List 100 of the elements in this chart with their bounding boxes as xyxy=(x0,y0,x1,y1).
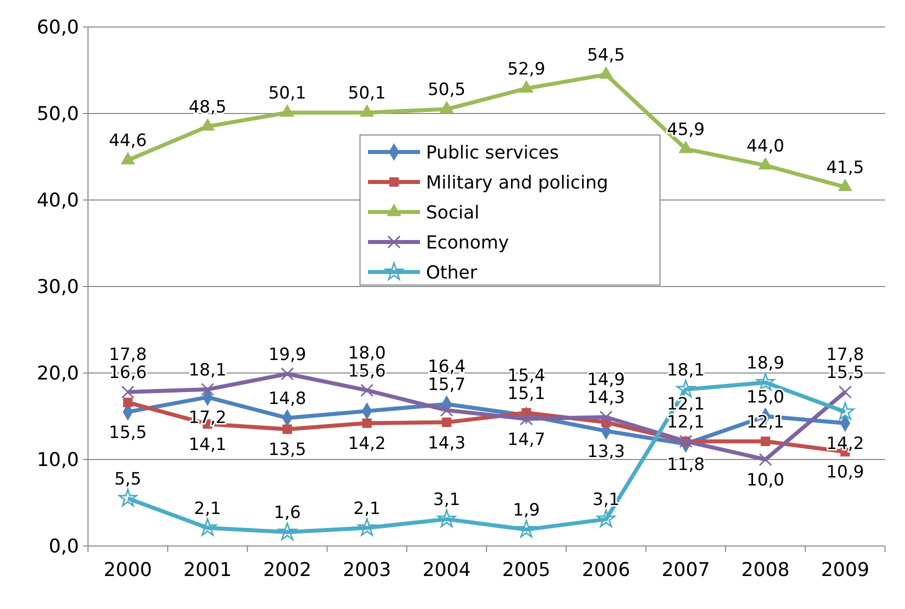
point xyxy=(282,424,292,434)
point xyxy=(360,104,374,117)
data-label: 18,1 xyxy=(188,360,226,380)
point xyxy=(519,80,534,93)
y-tick-label: 50,0 xyxy=(36,103,79,126)
data-label: 17,8 xyxy=(108,345,147,366)
x-tick-label: 2000 xyxy=(104,559,152,581)
point xyxy=(838,385,852,399)
x-tick-label: 2006 xyxy=(582,559,630,581)
x-tick-label: 2007 xyxy=(662,559,710,581)
data-label: 44,6 xyxy=(108,131,147,152)
point xyxy=(678,140,693,154)
data-label: 41,5 xyxy=(826,158,864,178)
data-label: 14,3 xyxy=(428,433,466,454)
x-tick-label: 2004 xyxy=(422,559,471,581)
point xyxy=(598,66,614,79)
point xyxy=(121,385,134,399)
data-label: 3,1 xyxy=(433,490,460,510)
data-label: 18,0 xyxy=(348,343,386,364)
data-label: 15,6 xyxy=(348,361,386,382)
point xyxy=(439,100,454,114)
data-label: 50,1 xyxy=(348,84,386,104)
x-tick-label: 2002 xyxy=(263,559,312,581)
x-tick-label: 2005 xyxy=(502,559,551,581)
data-label: 16,4 xyxy=(428,357,466,378)
data-label: 14,1 xyxy=(188,435,226,456)
point xyxy=(200,118,215,131)
data-label: 14,8 xyxy=(268,388,306,409)
y-tick-label: 30,0 xyxy=(36,276,79,298)
data-label: 18,1 xyxy=(666,360,705,380)
data-label: 11,8 xyxy=(666,454,705,475)
data-label: 54,5 xyxy=(587,46,625,66)
legend-label: Social xyxy=(426,202,480,224)
x-tick-label: 2008 xyxy=(741,559,790,581)
point xyxy=(280,104,294,117)
y-tick-label: 0,0 xyxy=(48,536,79,558)
data-label: 15,1 xyxy=(507,384,546,404)
point xyxy=(362,418,372,428)
data-label: 13,5 xyxy=(268,440,306,460)
data-label: 16,6 xyxy=(108,363,147,384)
x-tick-label: 2009 xyxy=(820,559,870,581)
data-label: 10,9 xyxy=(826,462,864,483)
data-label: 18,9 xyxy=(746,354,784,374)
y-tick-label: 20,0 xyxy=(36,362,79,385)
data-label: 45,9 xyxy=(666,120,705,140)
point xyxy=(118,488,138,506)
point xyxy=(760,436,770,446)
point xyxy=(200,382,214,396)
x-tick-label: 2001 xyxy=(183,559,232,581)
point xyxy=(280,367,294,380)
data-label: 15,7 xyxy=(428,375,466,396)
data-label: 5,5 xyxy=(114,469,142,490)
point xyxy=(599,410,613,424)
point xyxy=(442,418,452,428)
point xyxy=(758,157,773,170)
data-label: 52,9 xyxy=(507,59,546,80)
data-label: 1,9 xyxy=(512,500,540,521)
data-label: 15,5 xyxy=(108,422,147,443)
point xyxy=(517,520,536,538)
point xyxy=(838,178,852,192)
data-label: 50,5 xyxy=(428,80,466,100)
data-label: 14,2 xyxy=(348,434,386,454)
data-label: 14,3 xyxy=(587,388,625,408)
data-label: 2,1 xyxy=(353,498,380,519)
data-label: 15,5 xyxy=(826,363,864,384)
point xyxy=(358,518,376,536)
point xyxy=(596,509,616,528)
point xyxy=(360,384,374,397)
legend-label: Other xyxy=(426,262,478,284)
data-label: 17,8 xyxy=(826,345,864,366)
data-label: 2,1 xyxy=(194,498,222,519)
data-label: 10,0 xyxy=(746,470,784,490)
y-tick-label: 10,0 xyxy=(36,449,79,472)
data-label: 14,7 xyxy=(507,430,546,450)
point xyxy=(676,380,696,398)
point xyxy=(756,372,775,391)
data-label: 1,6 xyxy=(274,503,301,524)
point xyxy=(520,412,533,426)
data-label: 44,0 xyxy=(746,136,784,156)
y-tick-label: 40,0 xyxy=(36,190,79,212)
point xyxy=(123,398,133,408)
data-label: 14,9 xyxy=(587,370,625,390)
legend-label: Economy xyxy=(426,232,510,254)
data-label: 14,2 xyxy=(826,434,864,454)
data-label: 50,1 xyxy=(268,84,306,104)
legend-label: Public services xyxy=(426,142,559,164)
data-label: 13,3 xyxy=(587,442,625,462)
point xyxy=(758,452,772,466)
data-label: 19,9 xyxy=(268,344,306,365)
data-label: 48,5 xyxy=(188,97,226,118)
y-tick-label: 60,0 xyxy=(36,16,79,39)
point xyxy=(120,152,136,164)
point xyxy=(440,404,454,417)
data-label: 12,1 xyxy=(666,412,705,432)
data-label: 15,0 xyxy=(746,387,784,408)
legend-label: Military and policing xyxy=(426,172,608,194)
x-tick-label: 2003 xyxy=(342,559,392,581)
data-label: 15,4 xyxy=(507,366,546,386)
point xyxy=(437,509,456,528)
point xyxy=(278,522,297,540)
